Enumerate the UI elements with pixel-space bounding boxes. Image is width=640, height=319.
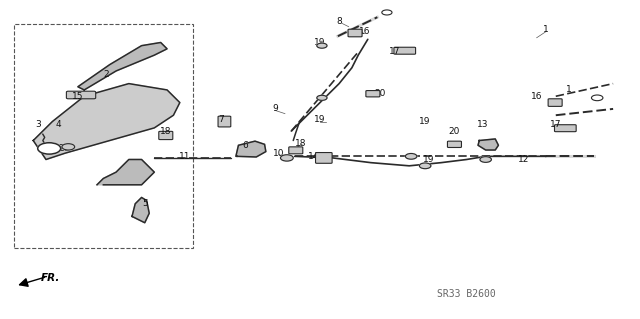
Circle shape — [419, 163, 431, 169]
Text: 19: 19 — [314, 38, 326, 47]
FancyBboxPatch shape — [394, 47, 415, 54]
Text: 16: 16 — [359, 27, 371, 36]
Text: 5: 5 — [142, 199, 148, 208]
FancyBboxPatch shape — [316, 152, 332, 163]
Polygon shape — [132, 197, 149, 223]
Text: 9: 9 — [273, 104, 278, 113]
Text: 8: 8 — [336, 18, 342, 26]
Text: 17: 17 — [550, 120, 561, 129]
Text: 2: 2 — [104, 70, 109, 78]
Text: 7: 7 — [218, 115, 224, 124]
Polygon shape — [78, 42, 167, 90]
Bar — [14, 24, 193, 248]
Circle shape — [382, 10, 392, 15]
Circle shape — [591, 95, 603, 101]
FancyBboxPatch shape — [554, 125, 576, 132]
Text: 21: 21 — [58, 144, 70, 153]
Text: FR.: FR. — [41, 273, 60, 283]
Text: 15: 15 — [72, 92, 84, 101]
Circle shape — [317, 43, 327, 48]
Text: SR33 B2600: SR33 B2600 — [437, 289, 496, 299]
Circle shape — [317, 95, 327, 100]
Text: 4: 4 — [56, 120, 61, 129]
Polygon shape — [33, 84, 180, 160]
Text: 20: 20 — [448, 127, 460, 136]
Text: 17: 17 — [390, 48, 401, 56]
FancyBboxPatch shape — [218, 116, 231, 127]
Text: 19: 19 — [422, 155, 434, 164]
Circle shape — [480, 157, 492, 162]
FancyBboxPatch shape — [548, 99, 562, 106]
FancyBboxPatch shape — [366, 91, 380, 97]
FancyBboxPatch shape — [67, 91, 96, 99]
Text: 19: 19 — [314, 115, 326, 124]
Polygon shape — [236, 141, 266, 157]
Text: 1: 1 — [566, 85, 572, 94]
FancyBboxPatch shape — [159, 131, 173, 140]
Text: 19: 19 — [419, 117, 431, 126]
Text: 6: 6 — [242, 141, 248, 150]
Circle shape — [62, 144, 75, 150]
Circle shape — [38, 143, 61, 154]
FancyBboxPatch shape — [348, 29, 362, 37]
Circle shape — [405, 153, 417, 159]
Text: 3: 3 — [35, 120, 41, 129]
Text: 13: 13 — [477, 120, 488, 129]
FancyBboxPatch shape — [289, 147, 303, 154]
Text: 16: 16 — [531, 92, 543, 101]
FancyBboxPatch shape — [447, 141, 461, 147]
Text: 18: 18 — [295, 139, 307, 148]
Text: 18: 18 — [160, 127, 172, 136]
Text: 1: 1 — [543, 25, 549, 34]
Circle shape — [280, 155, 293, 161]
Polygon shape — [478, 139, 499, 150]
Text: 14: 14 — [308, 152, 319, 161]
Text: 10: 10 — [273, 149, 284, 158]
Polygon shape — [97, 160, 154, 185]
Text: 12: 12 — [518, 155, 529, 164]
Text: 11: 11 — [179, 152, 190, 161]
Text: 20: 20 — [375, 89, 386, 98]
